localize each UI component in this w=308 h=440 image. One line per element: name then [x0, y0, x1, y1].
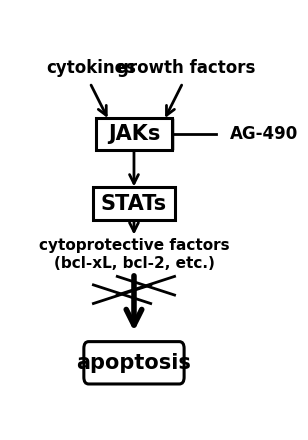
Text: cytokines: cytokines [46, 59, 136, 77]
FancyBboxPatch shape [93, 187, 175, 220]
Text: STATs: STATs [101, 194, 167, 213]
Text: cytoprotective factors
(bcl-xL, bcl-2, etc.): cytoprotective factors (bcl-xL, bcl-2, e… [39, 238, 229, 271]
Text: JAKs: JAKs [108, 124, 160, 144]
FancyBboxPatch shape [96, 118, 172, 150]
Text: apoptosis: apoptosis [77, 353, 191, 373]
FancyBboxPatch shape [84, 341, 184, 384]
Text: growth factors: growth factors [117, 59, 256, 77]
Text: AG-490: AG-490 [229, 125, 298, 143]
